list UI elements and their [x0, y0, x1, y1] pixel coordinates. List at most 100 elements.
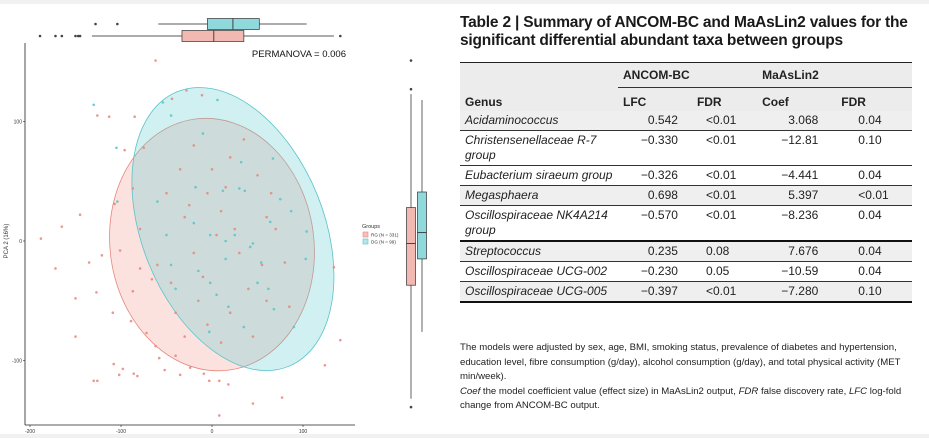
point-dg	[271, 157, 275, 160]
cell-genus: Oscillospiraceae UCG-002	[460, 261, 618, 282]
point-rg	[112, 362, 116, 366]
table-row: Oscillospiraceae UCG-005 −0.397 <0.01 −7.28…	[460, 281, 912, 303]
point-rg	[154, 59, 157, 62]
point-dg	[242, 325, 246, 329]
definition: the model coefficient value (effect size…	[480, 385, 739, 397]
cell-coef: 7.676	[757, 240, 837, 262]
x-tick-label: 0	[211, 429, 214, 435]
boxplot-outlier	[38, 34, 42, 38]
point-dg	[207, 330, 211, 334]
boxplot-outlier	[116, 22, 119, 26]
header-group-maaslin2: MaAsLin2	[757, 62, 912, 88]
cell-coef: −7.280	[757, 281, 837, 303]
boxplot-box	[181, 30, 245, 42]
point-rg	[288, 305, 291, 309]
point-rg	[74, 335, 77, 338]
point-rg	[96, 114, 99, 117]
point-dg	[201, 132, 205, 135]
cell-lfc: −0.397	[618, 281, 692, 303]
results-table: ANCOM-BC MaAsLin2 Genus LFC FDR Coef FDR…	[460, 62, 912, 303]
point-rg	[217, 414, 221, 417]
point-rg	[154, 344, 157, 348]
point-rg	[187, 203, 191, 207]
cell-fdr1: <0.01	[691, 205, 758, 242]
cell-coef: 3.068	[757, 111, 837, 131]
legend-label-dg: DG (N = 99)	[371, 240, 396, 245]
point-rg	[332, 265, 336, 269]
point-rg	[74, 297, 77, 300]
point-rg	[39, 237, 43, 240]
point-rg	[178, 373, 182, 377]
point-rg	[247, 287, 250, 291]
table-row: Streptococcus 0.235 0.08 7.676 0.04	[460, 240, 912, 262]
point-dg	[233, 233, 237, 237]
definition: false discovery rate,	[758, 385, 849, 397]
cell-lfc: −0.326	[618, 165, 692, 186]
point-rg	[201, 275, 205, 279]
point-rg	[131, 187, 135, 190]
point-rg	[95, 291, 98, 294]
point-dg	[165, 233, 168, 237]
point-rg	[78, 213, 82, 217]
cell-lfc: −0.230	[618, 261, 692, 282]
cell-fdr1: <0.01	[691, 281, 758, 303]
header-blank	[460, 62, 618, 88]
point-rg	[207, 379, 211, 383]
point-rg	[123, 148, 126, 152]
cell-fdr2: 0.04	[836, 261, 912, 282]
point-rg	[233, 227, 237, 231]
point-rg	[174, 311, 177, 315]
term: LFC	[848, 385, 868, 397]
point-dg	[289, 209, 293, 213]
point-dg	[221, 189, 225, 193]
boxplot-outlier	[409, 59, 413, 62]
cell-fdr2: 0.10	[836, 130, 912, 166]
page-border-top	[0, 0, 929, 4]
point-rg	[269, 191, 273, 195]
point-dg	[197, 269, 200, 273]
point-dg	[272, 307, 276, 311]
point-dg	[224, 239, 227, 243]
legend-swatch-dg	[362, 238, 369, 245]
point-dg	[251, 242, 255, 245]
group-label: MaAsLin2	[762, 68, 819, 82]
point-rg	[170, 97, 174, 101]
point-rg	[118, 249, 122, 252]
point-rg	[219, 341, 223, 344]
point-dg	[227, 305, 230, 309]
point-rg	[339, 338, 342, 342]
cell-lfc: −0.570	[618, 205, 692, 242]
cell-coef: −10.59	[757, 261, 837, 282]
x-tick-label: 100	[299, 429, 308, 435]
point-rg	[163, 368, 166, 372]
point-rg	[256, 173, 259, 177]
cell-fdr2: 0.04	[836, 165, 912, 186]
point-rg	[210, 168, 214, 171]
legend-label-rg: RG (N = 331)	[371, 233, 399, 238]
point-dg	[156, 200, 159, 203]
col-coef: Coef	[757, 87, 837, 111]
point-rg	[142, 146, 146, 150]
point-rg	[188, 366, 192, 369]
point-dg	[248, 245, 252, 249]
point-dg	[116, 200, 119, 203]
col-lfc: LFC	[618, 87, 692, 111]
point-rg	[100, 254, 104, 257]
cell-coef: −8.236	[757, 205, 837, 242]
point-dg	[243, 189, 247, 193]
point-rg	[60, 225, 64, 228]
table-row: Megasphaera 0.698 <0.01 5.397 <0.01	[460, 185, 912, 206]
point-rg	[274, 227, 278, 231]
point-dg	[115, 146, 118, 150]
cell-genus: Eubacterium siraeum group	[460, 165, 618, 186]
point-rg	[228, 156, 232, 159]
boxplot-outlier	[74, 34, 77, 38]
point-dg	[259, 261, 263, 264]
point-dg	[256, 281, 259, 285]
point-rg	[219, 209, 223, 213]
cell-fdr1: <0.01	[691, 130, 758, 166]
point-rg	[178, 168, 182, 171]
point-rg	[217, 379, 221, 383]
point-dg	[208, 233, 212, 237]
footnote-adjustment: The models were adjusted by sex, age, BM…	[460, 342, 901, 382]
